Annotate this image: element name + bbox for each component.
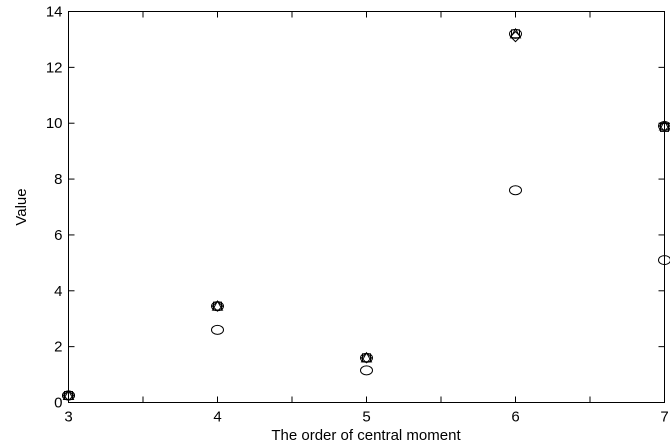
data-point-triangle xyxy=(211,300,224,311)
data-markers xyxy=(62,27,670,402)
y-tick-label: 0 xyxy=(54,395,62,412)
y-tick-label: 2 xyxy=(54,339,62,356)
axis-ticks: 3 4 5 6 7 0 2 4 6 8 10 12 14 xyxy=(46,4,669,426)
data-point-triangle xyxy=(658,119,670,131)
data-point-circle xyxy=(360,365,373,376)
y-tick-label: 10 xyxy=(46,115,63,132)
y-tick-label: 14 xyxy=(46,4,63,21)
data-point-circle xyxy=(658,255,670,266)
x-tick-label: 4 xyxy=(213,409,221,426)
data-point-diamond xyxy=(658,120,670,132)
x-axis-title: The order of central moment xyxy=(271,427,461,444)
data-point-circle xyxy=(211,324,224,335)
data-point-triangle xyxy=(62,389,75,401)
y-tick-label: 8 xyxy=(54,171,62,188)
data-point-diamond xyxy=(62,389,75,402)
y-axis-title: Value xyxy=(13,188,30,225)
data-point-triangle xyxy=(509,27,522,39)
x-tick-label: 6 xyxy=(511,409,519,426)
y-tick-label: 4 xyxy=(54,283,62,300)
data-point-circle xyxy=(509,185,522,196)
x-tick-label: 5 xyxy=(362,409,370,426)
plot-frame xyxy=(68,11,665,403)
data-point-diamond xyxy=(211,300,224,312)
y-tick-label: 12 xyxy=(46,59,63,76)
data-point-triangle xyxy=(360,351,373,363)
data-point-diamond xyxy=(360,352,373,364)
x-tick-label: 7 xyxy=(660,409,668,426)
x-tick-label: 3 xyxy=(64,409,72,426)
y-tick-label: 6 xyxy=(54,227,62,244)
